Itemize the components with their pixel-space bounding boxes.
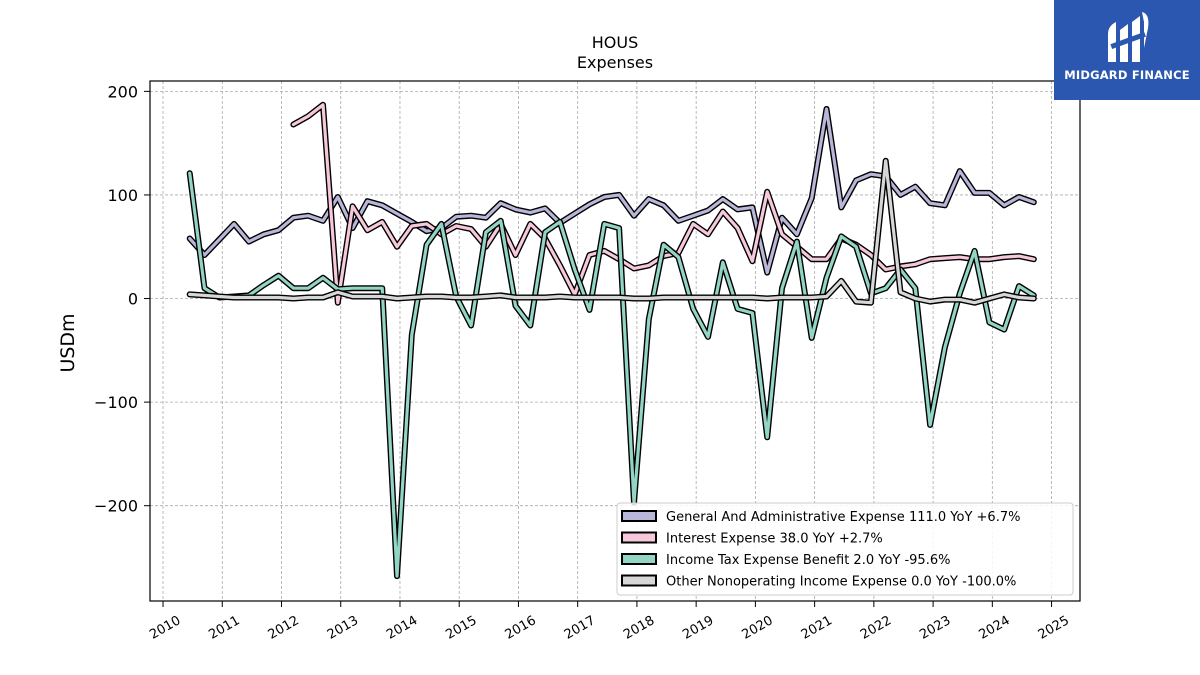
chart-title: HOUS	[592, 33, 639, 52]
x-tick-label: 2010	[147, 613, 183, 643]
series-income-tax-expense-benefit	[186, 170, 1037, 580]
chart-subtitle: Expenses	[577, 53, 653, 72]
x-tick-label: 2017	[562, 613, 598, 643]
legend-box	[616, 502, 1074, 596]
plot-frame	[149, 80, 1081, 602]
legend-entry: Interest Expense 38.0 YoY +2.7%	[666, 532, 883, 547]
y-tick-label: −200	[94, 497, 138, 516]
y-tick-label: 100	[107, 186, 138, 205]
x-tick-label: 2025	[1036, 613, 1072, 643]
x-tick-label: 2014	[384, 613, 420, 643]
series-line	[188, 171, 1036, 578]
brand-name: MIDGARD FINANCE	[1064, 68, 1190, 82]
legend-entry: General And Administrative Expense 111.0…	[666, 510, 1020, 525]
x-tick-label: 2018	[621, 613, 657, 643]
y-tick-label: 200	[107, 82, 138, 101]
x-tick-label: 2012	[266, 613, 302, 643]
series-layer	[186, 101, 1037, 580]
series-line	[188, 159, 1036, 305]
x-tick-label: 2022	[858, 613, 894, 643]
y-tick-label: 0	[128, 290, 138, 309]
x-tick-label: 2016	[503, 613, 539, 643]
x-tick-label: 2024	[977, 613, 1013, 643]
x-tick-label: 2020	[740, 613, 776, 643]
legend-swatch	[621, 553, 657, 565]
legend: General And Administrative Expense 111.0…	[616, 502, 1074, 596]
y-ticks: 200 100 0 −100 −200	[94, 82, 150, 516]
legend-entry: Other Nonoperating Income Expense 0.0 Yo…	[666, 575, 1016, 590]
legend-swatch	[621, 510, 657, 522]
x-tick-label: 2013	[325, 613, 361, 643]
legend-swatch	[621, 531, 657, 544]
legend-swatch	[621, 574, 657, 587]
legend-entry: Income Tax Expense Benefit 2.0 YoY -95.6…	[666, 553, 950, 568]
series-other-nonoperating-income-expense	[186, 157, 1037, 306]
x-tick-label: 2011	[206, 613, 242, 643]
series-general-and-administrative-expense	[186, 106, 1037, 276]
y-axis-label: USDm	[57, 313, 79, 372]
x-tick-label: 2023	[917, 613, 953, 643]
x-tick-label: 2021	[799, 613, 835, 643]
y-tick-label: −100	[94, 393, 138, 412]
x-ticks: 2010 2011 2012 2013 2014 2015 2016 2017 2018 2019…	[147, 601, 1072, 643]
brand-logo: MIDGARD FINANCE	[1054, 0, 1200, 100]
x-tick-label: 2019	[680, 613, 716, 643]
series-line	[188, 107, 1036, 275]
x-tick-label: 2015	[443, 613, 479, 643]
brand-mark-icon	[1108, 12, 1149, 62]
